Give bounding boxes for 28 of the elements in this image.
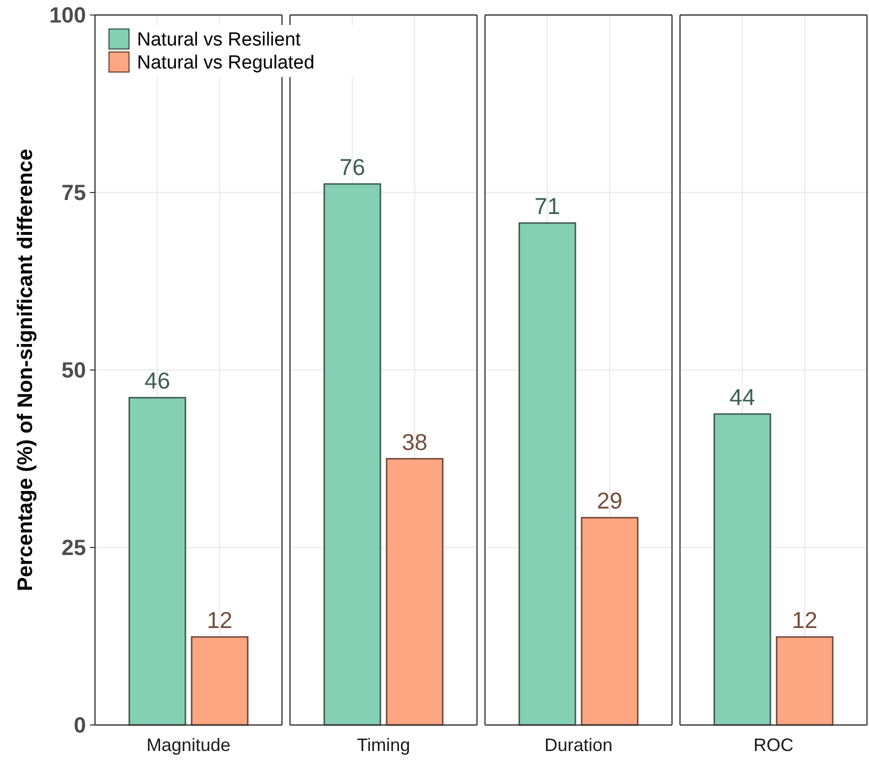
bar	[128, 396, 186, 726]
y-tick-label: 50	[62, 358, 86, 383]
bar	[386, 458, 444, 726]
data-label: 12	[206, 606, 232, 633]
x-tick-label: Magnitude	[146, 735, 231, 755]
bar	[580, 516, 638, 726]
y-tick-label: 75	[62, 180, 86, 206]
y-axis-title: Percentage (%) of Non-significant difference	[14, 148, 37, 592]
y-tick-label: 25	[62, 535, 86, 560]
y-tick-label: 100	[49, 2, 86, 28]
bar	[714, 413, 772, 726]
legend-label: Natural vs Resilient	[137, 30, 302, 51]
data-label: 76	[340, 154, 366, 180]
data-label: 38	[402, 428, 428, 455]
x-tick-label: Duration	[544, 735, 613, 755]
bar	[518, 222, 576, 726]
x-tick-label: ROC	[754, 735, 794, 755]
data-label: 44	[730, 384, 756, 410]
data-label: 71	[534, 193, 560, 220]
bar	[776, 636, 834, 726]
legend-label: Natural vs Regulated	[137, 52, 314, 74]
bar	[190, 636, 248, 726]
data-label: 29	[596, 488, 622, 514]
data-label: 12	[792, 606, 818, 633]
bar	[324, 183, 382, 726]
y-tick-label: 0	[74, 712, 86, 738]
data-label: 46	[144, 368, 170, 394]
x-tick-label: Timing	[356, 735, 410, 755]
